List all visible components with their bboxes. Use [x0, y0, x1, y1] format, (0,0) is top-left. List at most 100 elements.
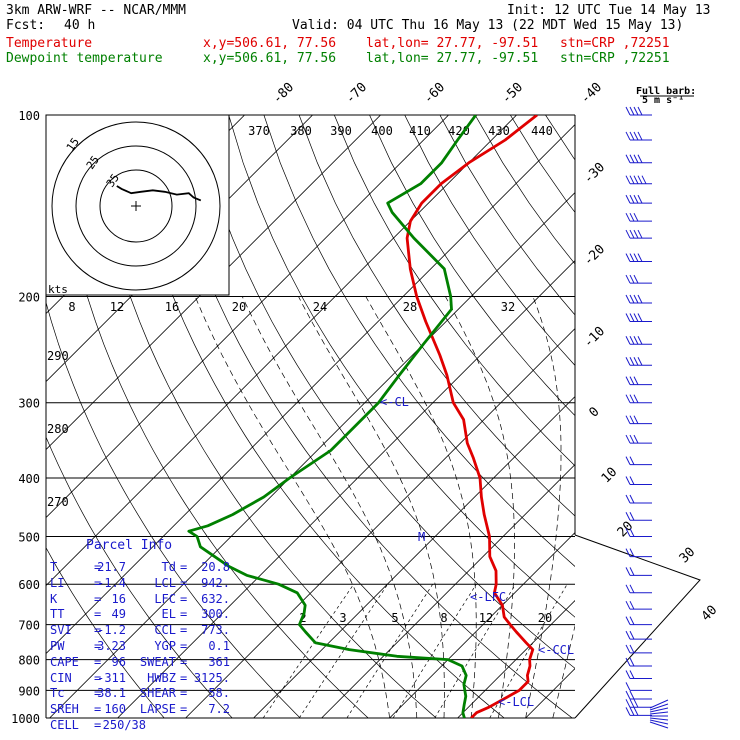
wind-barb — [625, 294, 652, 304]
mixing-ratio-line — [392, 584, 477, 718]
isotherm-line — [730, 115, 740, 718]
dry-adiabat-line — [263, 115, 575, 567]
parcel-equals: = — [94, 575, 102, 590]
parcel-av: 160 — [104, 702, 126, 717]
dry-adiabat-line — [651, 115, 740, 718]
wind-barb-flag — [625, 512, 631, 521]
parcel-equals: = — [94, 623, 102, 638]
wind-barb-flag — [637, 229, 643, 239]
wind-barb — [625, 584, 652, 594]
wind-barb-flag — [625, 600, 631, 610]
wind-barb — [625, 476, 652, 486]
wind-barb-flag — [641, 175, 647, 184]
parcel-b: LCL — [154, 575, 176, 590]
moist-adiabat-line — [525, 296, 562, 718]
parcel-b: YGP — [154, 639, 176, 653]
wind-barb-flag — [629, 567, 635, 576]
wind-barb-flag — [629, 336, 635, 345]
wind-barb-flag — [637, 357, 643, 366]
ccl-marker: <-CCL — [538, 643, 574, 657]
wind-barb-flag — [625, 294, 631, 304]
dewpoint-legend-latlon: lat,lon= 27.77, -97.51 — [366, 51, 539, 66]
wind-barb-flag — [637, 253, 643, 262]
dry-adiabat-line — [193, 115, 575, 669]
hodograph-trace — [116, 185, 202, 202]
theta-label: 440 — [531, 124, 553, 138]
parcel-equals: = — [180, 591, 188, 606]
frame-corner — [574, 534, 701, 719]
theta-e-label: 16 — [165, 300, 179, 314]
wind-barb — [625, 682, 652, 691]
wind-barb — [625, 512, 652, 521]
wind-barb-flag — [629, 616, 635, 625]
wind-barb-flag — [625, 528, 631, 537]
parcel-info-panel: Parcel Info T 21.7 Td 20.8 = = LI -1.4 LCL 942. = =… — [46, 538, 231, 732]
wind-barb-flag — [629, 707, 635, 716]
dewpoint-legend-station: stn=CRP ,72251 — [560, 51, 670, 66]
wind-barb-flag — [629, 476, 635, 485]
wind-barb-flag — [629, 357, 635, 366]
sounding-profiles — [187, 115, 538, 718]
isotherm-line — [321, 464, 575, 718]
parcel-b: CCL — [154, 623, 176, 638]
dry-adiabat-line — [87, 115, 437, 718]
parcel-b: LFC — [154, 591, 176, 606]
mixing-ratio-line — [299, 584, 388, 718]
wind-barb — [625, 357, 652, 366]
moist-adiabat-line — [445, 296, 515, 718]
wind-barb-flag — [633, 357, 639, 366]
wind-legend-units: 5 m s⁻¹ — [642, 95, 684, 106]
dry-adiabat-line — [439, 115, 575, 316]
parcel-equals: = — [180, 607, 188, 622]
isotherm-label: -40 — [578, 80, 605, 107]
parcel-bv: 300. — [201, 607, 230, 622]
wind-barb-flag — [629, 699, 635, 708]
parcel-equals: = — [94, 670, 102, 685]
wind-barb-flag — [637, 154, 643, 163]
isotherm-label: -80 — [270, 80, 297, 107]
dewpoint-legend-label: Dewpoint temperature — [6, 51, 163, 66]
wind-barb-flag — [625, 415, 631, 424]
mixing-ratio-label: 12 — [479, 611, 493, 625]
moist-adiabat-line — [298, 296, 445, 718]
dry-adiabat-line — [510, 115, 575, 213]
parcel-equals: = — [94, 591, 102, 606]
parcel-equals: = — [94, 560, 102, 574]
wind-barb — [625, 494, 652, 504]
parcel-bv: 7.2 — [208, 702, 230, 717]
wind-barb-flag — [629, 456, 635, 465]
wind-barb — [625, 229, 652, 239]
theta-label: 370 — [248, 124, 270, 138]
hodograph: kts 15 25 35 — [45, 114, 230, 296]
wind-barb-flag — [633, 313, 639, 322]
parcel-bv: 58. — [208, 686, 230, 701]
wind-barb-flag — [625, 175, 631, 184]
wind-barb-flag — [625, 644, 631, 654]
parcel-av: 3.23 — [97, 639, 126, 653]
wind-barb-flag — [633, 394, 639, 403]
pressure-tick-label: 100 — [18, 109, 40, 123]
parcel-equals: = — [94, 718, 102, 732]
hodograph-ring-label: 25 — [84, 153, 102, 171]
wind-legend-title: Full barb: — [636, 86, 696, 97]
isotherm-line — [46, 115, 517, 587]
wind-barb-flag — [637, 336, 643, 345]
parcel-b: EL — [161, 607, 176, 622]
wind-barb — [625, 253, 652, 263]
isotherm-line — [49, 192, 575, 718]
wind-barb-flag — [625, 194, 631, 204]
m-marker: M — [418, 530, 425, 544]
pressure-tick-label: 900 — [18, 684, 40, 698]
theta-e-label: 28 — [403, 300, 417, 314]
wind-barb-flag — [625, 212, 631, 222]
parcel-a: SVI — [50, 623, 72, 638]
wind-barb-flag — [633, 336, 639, 345]
dry-adiabat-line — [369, 115, 575, 417]
wind-barb-flag — [629, 294, 635, 304]
wind-barb-flag — [629, 131, 635, 141]
wind-barb — [625, 274, 652, 284]
theta-label: 410 — [409, 124, 431, 138]
wind-barb-flag — [637, 106, 643, 116]
wind-barb — [625, 600, 652, 610]
isotherm-line — [46, 115, 381, 451]
